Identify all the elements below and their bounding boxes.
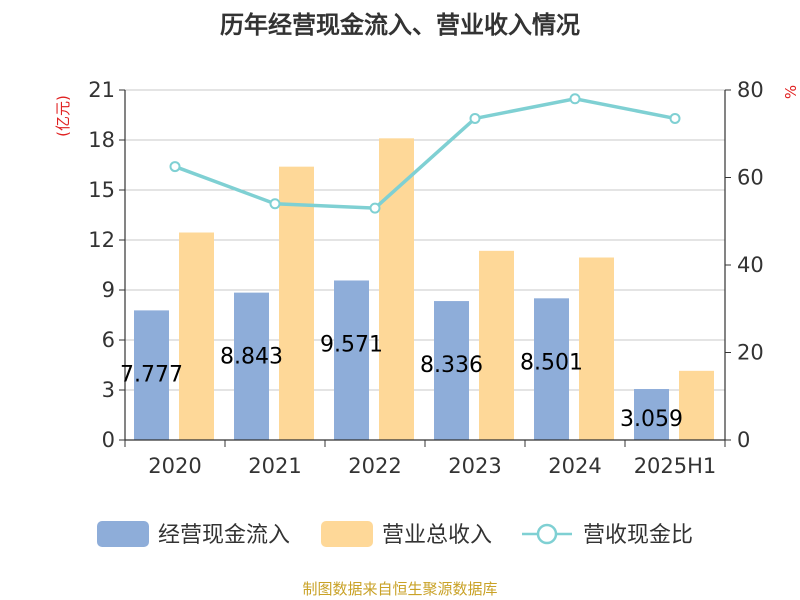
ratio-line-point xyxy=(369,202,381,214)
bar-revenue xyxy=(579,257,614,440)
bar-revenue xyxy=(279,166,314,440)
bar-revenue xyxy=(179,232,214,440)
legend-swatch-cash-inflow xyxy=(97,521,149,547)
bar-cash-inflow xyxy=(434,301,469,440)
ratio-line-point xyxy=(669,112,681,124)
x-tick-label: 2022 xyxy=(348,454,401,478)
bar-revenue xyxy=(479,250,514,440)
y-right-tick-label: 0 xyxy=(737,428,750,452)
x-tick-label: 2020 xyxy=(148,454,201,478)
x-tick-label: 2024 xyxy=(548,454,601,478)
legend-label-revenue: 营业总收入 xyxy=(382,523,492,548)
bar-cash-inflow xyxy=(134,310,169,440)
y-left-tick-label: 9 xyxy=(102,278,115,302)
y-left-tick-label: 18 xyxy=(88,128,115,152)
y-left-tick-label: 0 xyxy=(102,428,115,452)
y-left-tick-label: 3 xyxy=(102,378,115,402)
bar-cash-inflow xyxy=(534,298,569,440)
ratio-line-path xyxy=(174,96,676,210)
axes: 0 3 6 9 12 15 18 21 0 20 40 60 80 2020 2021 2022 2023 202… xyxy=(88,78,763,478)
y-right-tick-label: 20 xyxy=(737,341,764,365)
bar-cash-inflow xyxy=(334,280,369,440)
bar-cash-inflow xyxy=(634,389,669,440)
legend-label-cash-inflow: 经营现金流入 xyxy=(158,523,290,548)
y-left-tick-label: 12 xyxy=(88,228,115,252)
legend-swatch-revenue xyxy=(321,521,373,547)
y-left-tick-label: 21 xyxy=(88,78,115,102)
bar-value-label: 9.571 xyxy=(320,332,383,357)
ratio-line xyxy=(169,93,681,214)
left-axis-unit: (亿元) xyxy=(54,95,72,137)
ratio-line-point xyxy=(169,161,181,173)
bar-value-label: 7.777 xyxy=(120,362,183,387)
bar-value-label: 3.059 xyxy=(620,407,683,432)
ratio-line-point xyxy=(469,112,481,124)
y-right-tick-label: 40 xyxy=(737,253,764,277)
legend: 经营现金流入 营业总收入 营收现金比 xyxy=(97,521,693,548)
bar-value-label: 8.501 xyxy=(520,350,583,375)
chart-title: 历年经营现金流入、营业收入情况 xyxy=(220,11,580,39)
bar-labels: 7.777 8.843 9.571 8.336 8.501 3.059 xyxy=(120,332,683,432)
x-tick-label: 2025H1 xyxy=(634,454,717,478)
ratio-line-point xyxy=(269,198,281,210)
x-tick-label: 2023 xyxy=(448,454,501,478)
legend-marker-ratio xyxy=(536,523,558,545)
y-right-tick-label: 60 xyxy=(737,166,764,190)
y-right-tick-label: 80 xyxy=(737,78,764,102)
source-note: 制图数据来自恒生聚源数据库 xyxy=(302,580,497,598)
grid xyxy=(125,89,725,441)
y-left-tick-label: 6 xyxy=(102,328,115,352)
x-tick-label: 2021 xyxy=(248,454,301,478)
bar-revenue xyxy=(679,370,714,440)
bars xyxy=(134,138,714,441)
bar-cash-inflow xyxy=(234,292,269,440)
bar-value-label: 8.336 xyxy=(420,353,483,378)
ratio-line-point xyxy=(569,93,581,105)
right-axis-unit: % xyxy=(782,85,800,99)
bar-revenue xyxy=(379,138,414,441)
y-left-tick-label: 15 xyxy=(88,178,115,202)
bar-value-label: 8.843 xyxy=(220,345,283,370)
legend-label-ratio: 营收现金比 xyxy=(583,523,693,548)
